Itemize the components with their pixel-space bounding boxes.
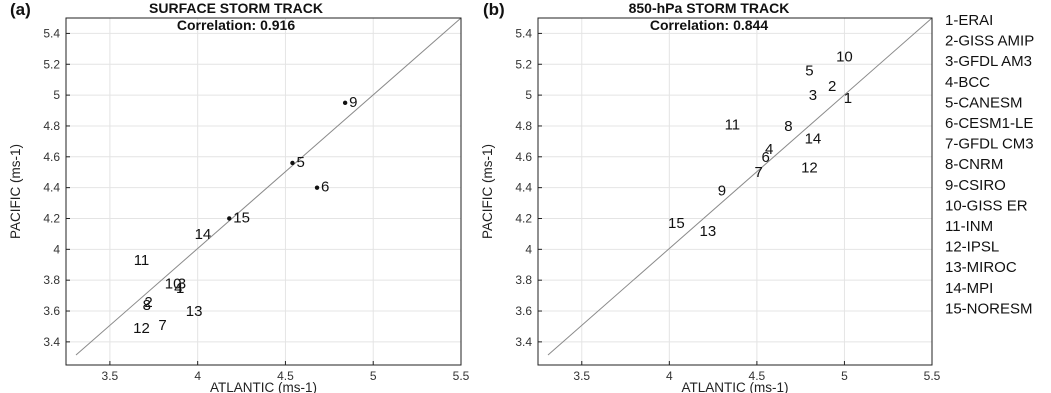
y-tick-label: 3.8 xyxy=(515,273,532,287)
data-point-label: 3 xyxy=(809,87,817,104)
x-tick-label: 5 xyxy=(841,369,848,383)
data-point-label: 11 xyxy=(725,116,741,133)
legend-entry: 1-ERAI xyxy=(945,12,993,29)
data-point-marker xyxy=(227,216,232,221)
y-tick-label: 5.4 xyxy=(515,26,532,40)
legend-entry: 6-CESM1-LE xyxy=(945,115,1033,132)
data-point-label: 6 xyxy=(321,179,329,196)
data-point-label: 8 xyxy=(784,118,792,135)
x-tick-label: 3.5 xyxy=(102,369,119,383)
x-tick-label: 3.5 xyxy=(573,369,590,383)
data-point-label: 5 xyxy=(805,62,813,79)
data-point-label: 2 xyxy=(828,78,836,95)
y-tick-label: 4 xyxy=(53,242,60,256)
y-tick-label: 5 xyxy=(525,88,532,102)
one-to-one-line xyxy=(547,17,933,356)
x-tick-label: 4 xyxy=(194,369,201,383)
chart-title: 850-hPa STORM TRACK xyxy=(629,0,790,16)
data-point-label: 1 xyxy=(844,90,852,107)
legend-entry: 15-NORESM xyxy=(945,300,1033,317)
data-point-label: 8 xyxy=(143,297,151,314)
legend-entry: 10-GISS ER xyxy=(945,197,1028,214)
data-point-marker xyxy=(342,100,348,106)
x-axis-label: ATLANTIC (ms-1) xyxy=(682,380,789,393)
data-point-label: 9 xyxy=(349,94,357,111)
x-tick-label: 4.5 xyxy=(277,369,294,383)
legend-entry: 14-MPI xyxy=(945,280,993,297)
y-tick-label: 3.8 xyxy=(43,273,60,287)
y-tick-label: 5.4 xyxy=(43,26,60,40)
y-tick-label: 3.4 xyxy=(515,335,532,349)
scatter-panel-b: 3.5 4 4.5 5 5.5 3.4 3.6 3.8 4 4.2 4.4 4.6 4.8 5 5.2 5.4… xyxy=(480,0,941,393)
y-tick-label: 4.2 xyxy=(43,211,60,225)
data-point-label: 12 xyxy=(801,160,818,177)
chart-subtitle: Correlation: 0.844 xyxy=(650,17,768,33)
data-point-label: 14 xyxy=(195,226,212,243)
data-point-label: 15 xyxy=(668,215,685,232)
legend-entry: 11-INM xyxy=(945,218,993,235)
chart-title: SURFACE STORM TRACK xyxy=(149,0,323,16)
panel-tag: (a) xyxy=(10,0,31,19)
data-point-marker xyxy=(290,160,295,166)
x-tick-label: 4.5 xyxy=(749,369,766,383)
y-axis-label: PACIFIC (ms-1) xyxy=(480,144,495,239)
y-tick-label: 3.6 xyxy=(515,304,532,318)
x-tick-label: 5.5 xyxy=(924,369,941,383)
y-tick-label: 4.6 xyxy=(43,150,60,164)
legend-entry: 4-BCC xyxy=(945,74,990,91)
y-tick-label: 5.2 xyxy=(43,57,60,71)
x-tick-label: 5.5 xyxy=(453,369,470,383)
data-point-label: 10 xyxy=(165,275,182,292)
data-point-label: 4 xyxy=(765,141,773,158)
scatter-panel-a: 3.5 4 4.5 5 5.5 3.4 3.6 3.8 4 4.2 4.4 4.6 4.8 5 5.2 5.4… xyxy=(8,0,470,393)
data-point-label: 13 xyxy=(186,303,203,320)
legend-entry: 3-GFDL AM3 xyxy=(945,53,1032,70)
y-tick-label: 4.4 xyxy=(515,181,532,195)
y-tick-label: 4.4 xyxy=(43,181,60,195)
y-axis-label: PACIFIC (ms-1) xyxy=(8,144,23,239)
data-point-label: 2 xyxy=(144,294,152,311)
data-point-label: 11 xyxy=(134,252,150,269)
y-tick-label: 3.6 xyxy=(43,304,60,318)
data-point-label: 7 xyxy=(158,317,166,334)
data-point-marker xyxy=(314,185,320,190)
x-axis-label: ATLANTIC (ms-1) xyxy=(210,380,317,393)
legend-entry: 13-MIROC xyxy=(945,259,1017,276)
legend-entry: 7-GFDL CM3 xyxy=(945,136,1034,153)
chart-subtitle: Correlation: 0.916 xyxy=(177,17,295,33)
data-point-label: 14 xyxy=(805,130,822,147)
y-tick-label: 3.4 xyxy=(43,335,60,349)
y-tick-label: 5 xyxy=(53,88,60,102)
data-point-label: 1 xyxy=(176,280,184,297)
axes-frame xyxy=(65,17,462,366)
data-point-label: 3 xyxy=(178,275,186,292)
legend-entry: 5-CANESM xyxy=(945,94,1023,111)
data-point-label: 13 xyxy=(700,223,717,240)
one-to-one-line xyxy=(75,17,462,356)
legend-entry: 12-IPSL xyxy=(945,239,999,256)
data-point-label: 4 xyxy=(174,280,182,297)
data-point-label: 6 xyxy=(761,149,769,166)
data-point-label: 10 xyxy=(836,49,853,66)
y-tick-label: 5.2 xyxy=(515,57,532,71)
x-tick-label: 5 xyxy=(370,369,377,383)
axes-frame xyxy=(537,17,933,366)
data-point-label: 5 xyxy=(296,154,304,171)
data-point-label: 15 xyxy=(233,209,250,226)
data-point-label: 12 xyxy=(133,320,150,337)
y-tick-label: 4.6 xyxy=(515,150,532,164)
data-point-label: 9 xyxy=(718,183,726,200)
x-tick-label: 4 xyxy=(666,369,673,383)
legend-entry: 2-GISS AMIP xyxy=(945,33,1034,50)
y-tick-label: 4.2 xyxy=(515,211,532,225)
legend-entry: 8-CNRM xyxy=(945,156,1003,173)
legend: 1-ERAI 2-GISS AMIP 3-GFDL AM3 4-BCC 5-CANESM… xyxy=(945,12,1034,317)
legend-entry: 9-CSIRO xyxy=(945,177,1006,194)
y-tick-label: 4 xyxy=(525,242,532,256)
panel-tag: (b) xyxy=(483,0,505,19)
y-tick-label: 4.8 xyxy=(515,119,532,133)
y-tick-label: 4.8 xyxy=(43,119,60,133)
data-point-label: 7 xyxy=(754,164,762,181)
